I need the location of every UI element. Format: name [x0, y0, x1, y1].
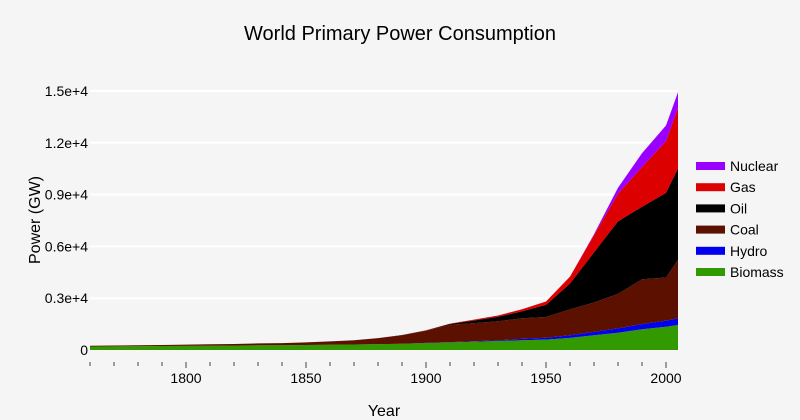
legend-label-nuclear: Nuclear — [730, 158, 779, 174]
y-tick-label-2: 0.6e+4 — [45, 238, 88, 254]
x-tick-label-1900: 1900 — [410, 370, 441, 386]
plot-areas — [90, 92, 678, 350]
y-tick-label-0: 0 — [80, 342, 88, 358]
legend-label-coal: Coal — [730, 222, 759, 238]
x-axis: 1800 1850 1900 1950 2000 — [89, 362, 682, 386]
area-coal — [90, 259, 678, 347]
legend-label-hydro: Hydro — [730, 243, 768, 259]
y-axis-label: Power (GW) — [27, 176, 44, 264]
y-axis: 0 0.3e+4 0.6e+4 0.9e+4 1.2e+4 1.5e+4 — [45, 83, 88, 358]
legend: Nuclear Gas Oil Coal Hydro Biomass — [696, 158, 784, 280]
x-tick-label-1850: 1850 — [290, 370, 321, 386]
legend-swatch-nuclear — [696, 162, 725, 170]
area-biomass — [90, 325, 678, 350]
y-tick-label-4: 1.2e+4 — [45, 135, 88, 151]
y-tick-label-1: 0.3e+4 — [45, 290, 88, 306]
legend-swatch-coal — [696, 225, 725, 234]
legend-swatch-oil — [696, 204, 725, 213]
y-tick-label-3: 0.9e+4 — [45, 187, 88, 203]
legend-label-biomass: Biomass — [730, 264, 784, 280]
legend-swatch-biomass — [696, 268, 725, 276]
legend-label-oil: Oil — [730, 200, 747, 216]
legend-swatch-hydro — [696, 246, 725, 255]
y-tick-label-5: 1.5e+4 — [45, 83, 88, 99]
x-axis-label: Year — [368, 403, 401, 420]
legend-label-gas: Gas — [730, 179, 756, 195]
x-tick-label-2000: 2000 — [650, 370, 681, 386]
legend-swatch-gas — [696, 183, 725, 192]
x-tick-label-1950: 1950 — [530, 370, 561, 386]
x-tick-label-1800: 1800 — [170, 370, 201, 386]
area-hydro — [90, 318, 678, 347]
chart-title: World Primary Power Consumption — [244, 23, 556, 45]
